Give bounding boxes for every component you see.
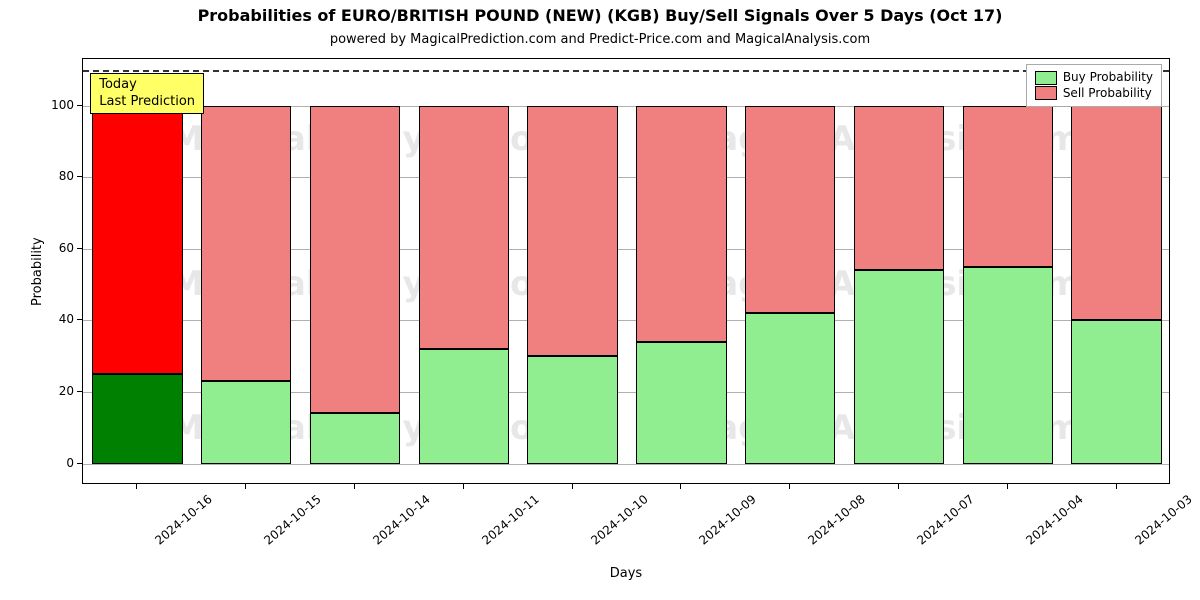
legend-item-buy: Buy Probability [1035,70,1153,86]
x-tick-label: 2024-10-10 [588,492,650,548]
today-annotation: Today Last Prediction [90,73,204,114]
y-tick-label: 100 [42,98,74,112]
bar-sell [636,106,726,342]
chart-subtitle: powered by MagicalPrediction.com and Pre… [0,32,1200,47]
x-tick-label: 2024-10-14 [370,492,432,548]
bar-buy [310,413,400,463]
annotation-line2: Last Prediction [99,94,195,109]
bar-sell [854,106,944,271]
bar-buy [636,342,726,464]
x-tick-label: 2024-10-16 [153,492,215,548]
y-tick-label: 80 [42,169,74,183]
y-tick-label: 20 [42,384,74,398]
bar-sell [201,106,291,382]
legend-label-sell: Sell Probability [1063,86,1152,102]
bar-sell [1071,106,1161,321]
bar-buy [963,267,1053,464]
y-tick-mark [77,176,82,177]
x-tick-mark [245,484,246,489]
bar-buy [745,313,835,463]
x-tick-mark [1007,484,1008,489]
bar-sell [963,106,1053,267]
x-tick-mark [572,484,573,489]
bar-sell [527,106,617,357]
bar-sell [745,106,835,314]
x-tick-mark [463,484,464,489]
x-tick-mark [1116,484,1117,489]
y-tick-mark [77,391,82,392]
x-tick-label: 2024-10-07 [914,492,976,548]
legend-item-sell: Sell Probability [1035,86,1153,102]
bar-sell [310,106,400,414]
x-tick-label: 2024-10-08 [806,492,868,548]
bar-buy [419,349,509,464]
plot-area: MagicalAnalysis.comMagicalAnalysis.comMa… [82,58,1170,484]
x-tick-mark [136,484,137,489]
x-tick-label: 2024-10-03 [1132,492,1194,548]
reference-line [83,70,1169,72]
legend: Buy Probability Sell Probability [1026,64,1162,107]
legend-label-buy: Buy Probability [1063,70,1153,86]
x-tick-label: 2024-10-11 [479,492,541,548]
gridline [83,464,1169,465]
y-tick-mark [77,463,82,464]
bar-buy [92,374,182,463]
y-tick-mark [77,105,82,106]
x-tick-mark [789,484,790,489]
chart-figure: Probabilities of EURO/BRITISH POUND (NEW… [0,0,1200,600]
bar-sell [92,106,182,374]
y-tick-mark [77,248,82,249]
x-tick-label: 2024-10-15 [262,492,324,548]
bar-buy [201,381,291,463]
bar-sell [419,106,509,349]
x-tick-mark [680,484,681,489]
x-tick-mark [354,484,355,489]
x-tick-mark [898,484,899,489]
bar-buy [854,270,944,463]
chart-title: Probabilities of EURO/BRITISH POUND (NEW… [0,6,1200,25]
legend-swatch-sell [1035,86,1057,100]
bar-buy [1071,320,1161,463]
x-tick-label: 2024-10-09 [697,492,759,548]
y-tick-label: 60 [42,241,74,255]
annotation-line1: Today [99,77,137,92]
y-tick-label: 0 [42,456,74,470]
y-tick-mark [77,319,82,320]
x-axis-label: Days [82,566,1170,581]
y-tick-label: 40 [42,312,74,326]
legend-swatch-buy [1035,71,1057,85]
bar-buy [527,356,617,463]
x-tick-label: 2024-10-04 [1023,492,1085,548]
